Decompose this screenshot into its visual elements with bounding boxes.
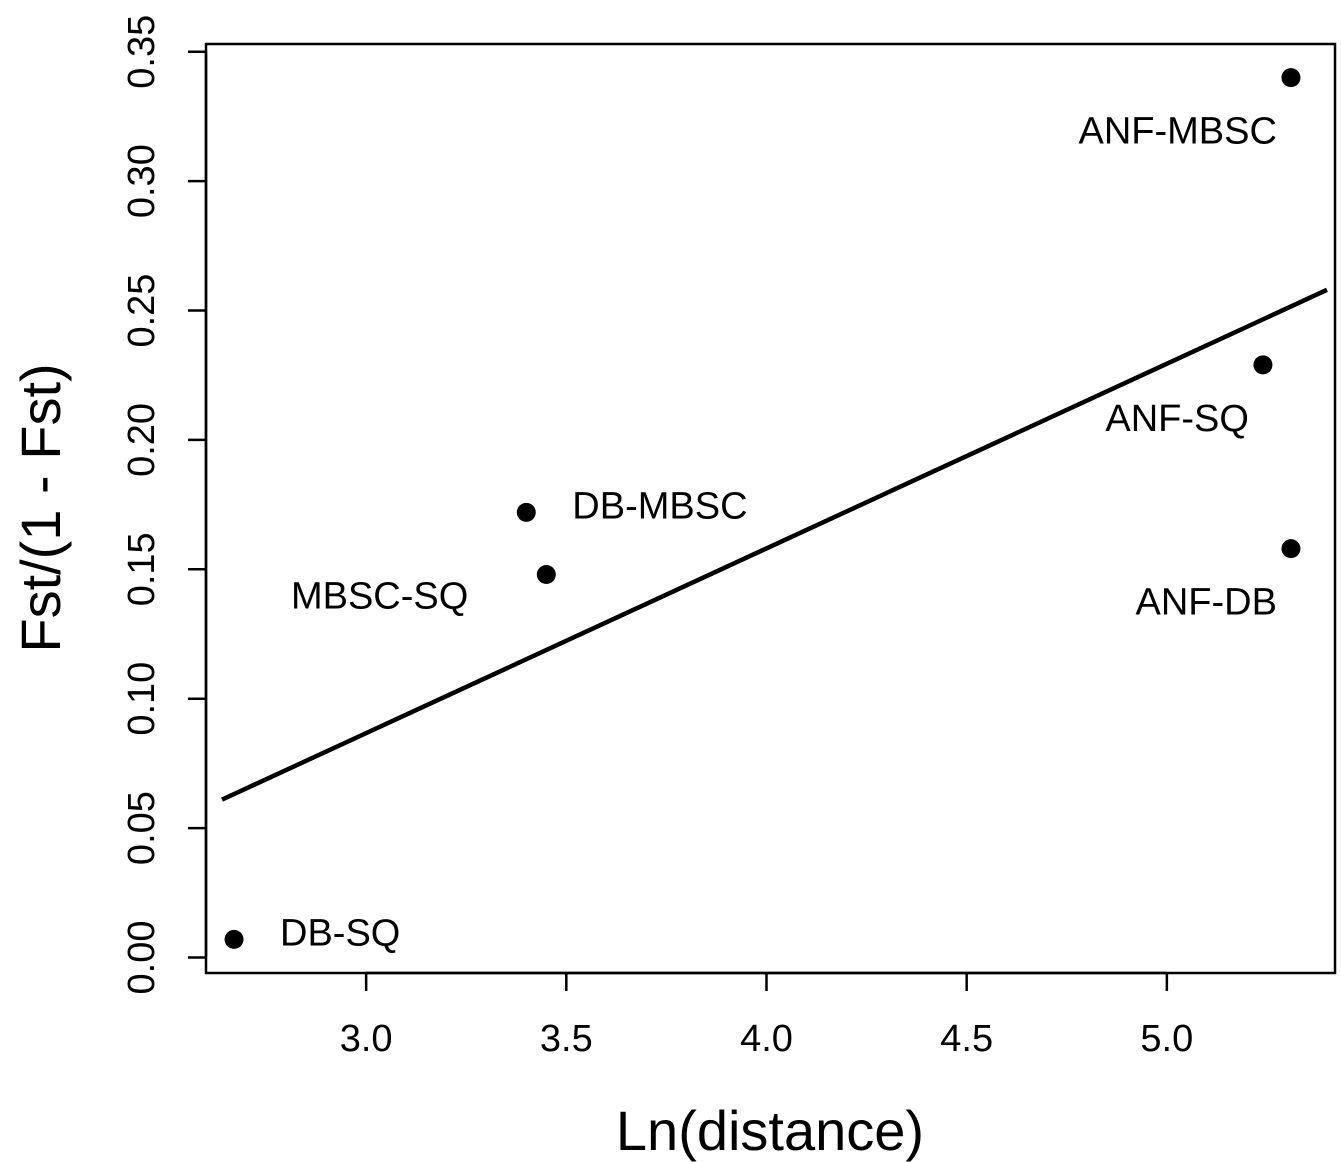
regression-line — [221, 287, 1328, 802]
data-point — [224, 929, 244, 949]
regression-line-group — [221, 287, 1328, 802]
x-tick-label: 4.0 — [740, 1018, 793, 1060]
data-point — [536, 564, 556, 584]
point-label: DB-SQ — [280, 912, 400, 954]
x-tick-label: 3.5 — [540, 1018, 593, 1060]
y-axis: 0.00 0.05 0.10 0.15 0.20 0.25 0.30 0.35 — [121, 15, 208, 994]
y-tick-label: 0.25 — [121, 274, 163, 348]
y-axis-title: Fst/(1 - Fst) — [9, 363, 72, 652]
y-tick-label: 0.35 — [121, 15, 163, 89]
data-point — [1253, 355, 1273, 375]
x-axis-title: Ln(distance) — [616, 1099, 924, 1162]
y-tick-label: 0.00 — [121, 920, 163, 994]
data-point — [1281, 68, 1301, 88]
y-tick-label: 0.10 — [121, 662, 163, 736]
x-tick-label: 5.0 — [1140, 1018, 1193, 1060]
plot-frame — [204, 42, 1337, 975]
x-tick-label: 4.5 — [940, 1018, 993, 1060]
y-tick-label: 0.15 — [121, 532, 163, 606]
point-label: DB-MBSC — [572, 485, 747, 527]
data-points: DB-SQ DB-MBSC MBSC-SQ ANF-MBSC ANF-SQ ANF-DB — [224, 68, 1301, 954]
x-tick-label: 3.0 — [340, 1018, 393, 1060]
data-point — [516, 502, 536, 522]
point-label: ANF-DB — [1136, 582, 1277, 624]
point-label: ANF-SQ — [1105, 398, 1249, 440]
x-axis: 3.0 3.5 4.0 4.5 5.0 — [340, 971, 1193, 1060]
data-point — [1281, 539, 1301, 559]
point-label: ANF-MBSC — [1079, 111, 1277, 153]
y-tick-label: 0.30 — [121, 144, 163, 218]
point-label: MBSC-SQ — [291, 575, 468, 617]
y-tick-label: 0.20 — [121, 403, 163, 477]
y-tick-label: 0.05 — [121, 791, 163, 865]
